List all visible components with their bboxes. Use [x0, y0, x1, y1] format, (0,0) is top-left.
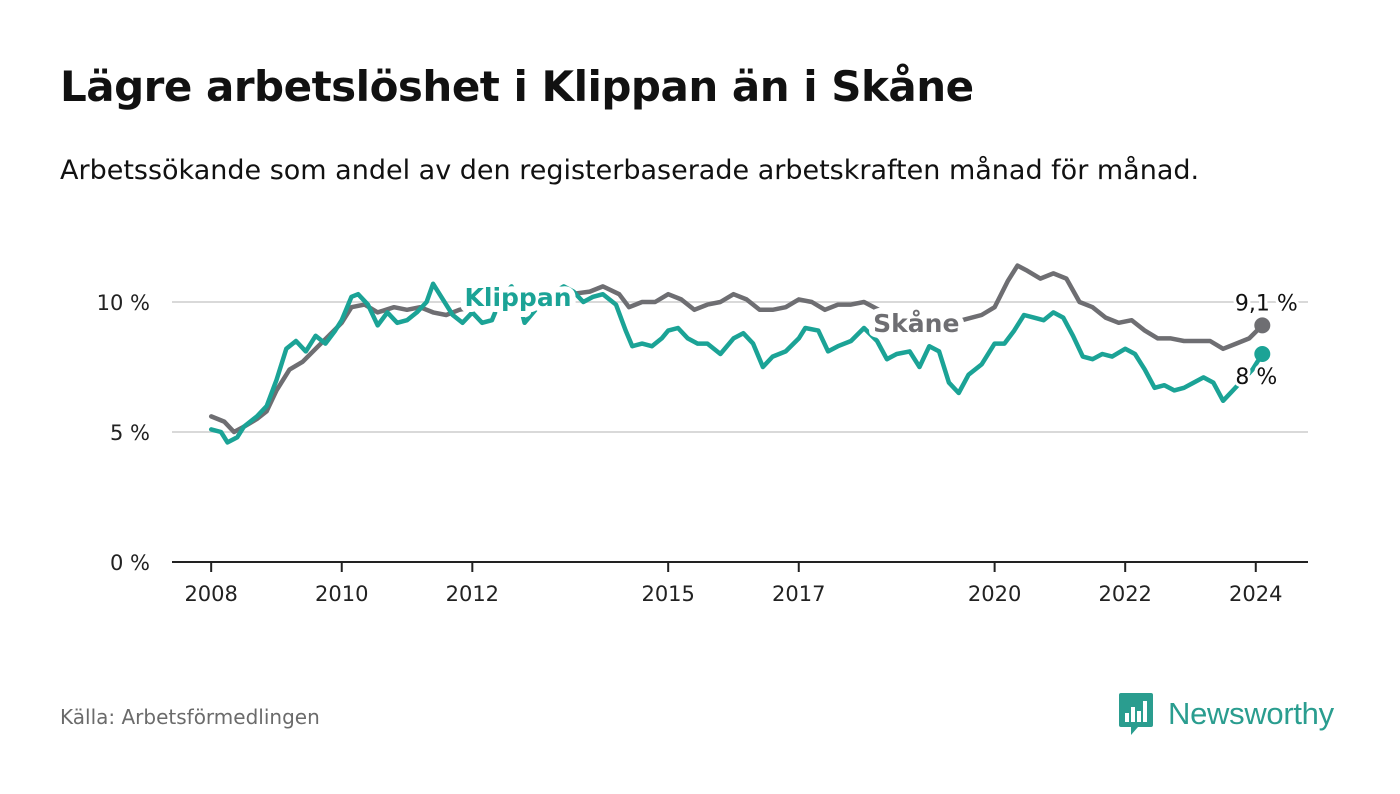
- series-layer: [208, 263, 1265, 445]
- axis-layer: 0 % 5 % 10 % 2008 2010 2012 2015 2017 2020 2022 20…: [97, 291, 1308, 606]
- x-tick-label: 2022: [1098, 582, 1151, 606]
- x-tick-label: 2024: [1229, 582, 1282, 606]
- series-line-klippan: [208, 281, 1265, 445]
- chart-title: Lägre arbetslöshet i Klippan än i Skåne: [60, 62, 974, 111]
- y-tick-label: 0 %: [110, 551, 150, 575]
- source-note: Källa: Arbetsförmedlingen: [60, 705, 320, 729]
- end-label-klippan: 8 %: [1235, 365, 1277, 390]
- end-label-skane: 9,1 %: [1235, 291, 1298, 316]
- y-tick-label: 5 %: [110, 421, 150, 445]
- grid-layer: [172, 301, 1308, 433]
- newsworthy-logo-icon: [1119, 693, 1153, 735]
- series-label-skane: Skåne: [873, 309, 959, 338]
- brand-logo[interactable]: Newsworthy: [1118, 690, 1334, 738]
- end-point-klippan: [1254, 346, 1271, 362]
- y-tick-label: 10 %: [97, 291, 150, 315]
- series-line-skane: [208, 263, 1265, 435]
- label-layer: Klippan Skåne 9,1 % 8 %: [459, 277, 1301, 393]
- brand-name: Newsworthy: [1168, 696, 1334, 731]
- x-tick-label: 2017: [772, 582, 825, 606]
- x-tick-label: 2010: [315, 582, 368, 606]
- end-point-skane: [1254, 317, 1271, 334]
- series-label-klippan: Klippan: [465, 283, 572, 312]
- chart-subtitle: Arbetssökande som andel av den registerb…: [60, 155, 1200, 186]
- x-tick-label: 2020: [968, 582, 1021, 606]
- x-tick-label: 2012: [446, 582, 499, 606]
- x-tick-label: 2008: [184, 582, 237, 606]
- x-tick-label: 2015: [641, 582, 694, 606]
